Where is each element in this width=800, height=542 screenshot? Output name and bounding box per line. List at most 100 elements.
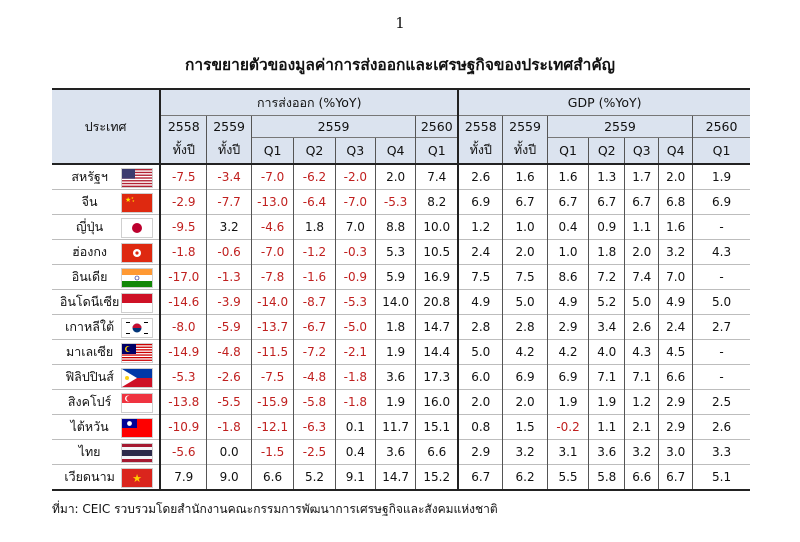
gdp-value-cell: 3.2 (502, 439, 548, 465)
gdp-year-2560: 2560 (692, 115, 750, 138)
country-name: จีน (81, 194, 98, 209)
gdp-value-cell: 5.0 (457, 339, 503, 365)
gdp-value-cell: 3.2 (624, 439, 659, 465)
gdp-value-cell: 1.1 (624, 214, 659, 240)
gdp-value-cell: 1.6 (546, 163, 589, 190)
exports-value-cell: -8.7 (293, 289, 336, 315)
exports-value-cell: -5.3 (160, 364, 207, 390)
exports-value-cell: -7.2 (293, 339, 336, 365)
exports-value-cell: -2.0 (334, 163, 376, 190)
gdp-value-cell: 6.7 (457, 464, 503, 490)
gdp-value-cell: 0.9 (588, 214, 625, 240)
gdp-value-cell: 5.0 (502, 289, 548, 315)
exports-value-cell: 8.2 (415, 189, 459, 215)
exports-value-cell: -13.7 (250, 314, 294, 340)
country-name: ไทย (78, 444, 101, 459)
gdp-value-cell: 7.5 (457, 264, 503, 290)
country-cell: สหรัฐฯ (52, 163, 162, 190)
country-cell: ไต้หวัน (52, 414, 162, 440)
gdp-value-cell: 6.7 (658, 464, 693, 490)
country-name: ฟิลิปปินส์ (65, 369, 114, 384)
gdp-value-cell: 1.0 (546, 239, 589, 265)
country-cell: เกาหลีใต้ (52, 314, 162, 340)
country-cell: อินเดีย (52, 264, 162, 290)
gdp-value-cell: 8.6 (546, 264, 589, 290)
country-name: มาเลเซีย (65, 344, 114, 359)
gdp-value-cell: 2.4 (457, 239, 503, 265)
exports-year-2560: 2560 (415, 115, 459, 138)
gdp-value-cell: 4.5 (658, 339, 693, 365)
gdp-value-cell: 6.9 (692, 189, 750, 215)
gdp-value-cell: 7.1 (588, 364, 625, 390)
gdp-value-cell: 4.9 (546, 289, 589, 315)
exports-q3-2559: Q3 (334, 137, 376, 164)
exports-value-cell: 6.6 (415, 439, 459, 465)
gdp-value-cell: 4.3 (692, 239, 750, 265)
gdp-value-cell: 5.0 (624, 289, 659, 315)
gdp-value-cell: 0.8 (457, 414, 503, 440)
gdp-q3-2559: Q3 (624, 137, 659, 164)
exports-value-cell: -8.0 (160, 314, 207, 340)
gdp-value-cell: 4.9 (457, 289, 503, 315)
exports-full-year-2559: ทั้งปี (206, 137, 252, 164)
exports-value-cell: -9.5 (160, 214, 207, 240)
exports-value-cell: -4.8 (293, 364, 336, 390)
exports-value-cell: -14.9 (160, 339, 207, 365)
china-flag: ★ ★ ★ (121, 193, 152, 212)
exports-value-cell: -12.1 (250, 414, 294, 440)
gdp-value-cell: 2.1 (624, 414, 659, 440)
exports-value-cell: -4.8 (206, 339, 252, 365)
exports-value-cell: -7.7 (206, 189, 252, 215)
gdp-group-header: GDP (%YoY) (457, 89, 750, 116)
gdp-value-cell: 2.9 (658, 414, 693, 440)
country-name: อินเดีย (71, 269, 108, 284)
gdp-value-cell: 2.9 (658, 389, 693, 415)
table-row: อินเดีย -17.0 -1.3 -7.8 -1.6 -0.9 5.9 16.9 7.5 7.… (52, 264, 750, 290)
india-flag (121, 268, 152, 287)
gdp-value-cell: 6.7 (588, 189, 625, 215)
exports-value-cell: 14.7 (374, 464, 416, 490)
exports-q2-2559: Q2 (293, 137, 336, 164)
exports-value-cell: 15.2 (415, 464, 459, 490)
gdp-value-cell: 3.1 (546, 439, 589, 465)
exports-value-cell: -1.8 (334, 364, 376, 390)
exports-value-cell: -3.9 (206, 289, 252, 315)
gdp-value-cell: 5.0 (692, 289, 750, 315)
exports-value-cell: -14.0 (250, 289, 294, 315)
gdp-value-cell: 1.1 (588, 414, 625, 440)
gdp-value-cell: 3.4 (588, 314, 625, 340)
exports-value-cell: -2.5 (293, 439, 336, 465)
exports-value-cell: -5.3 (334, 289, 376, 315)
exports-value-cell: 14.7 (415, 314, 459, 340)
gdp-value-cell: 6.7 (546, 189, 589, 215)
gdp-value-cell: 1.5 (502, 414, 548, 440)
gdp-value-cell: 1.6 (502, 163, 548, 190)
exports-value-cell: -5.6 (160, 439, 207, 465)
exports-value-cell: -7.0 (250, 239, 294, 265)
gdp-value-cell: 7.4 (624, 264, 659, 290)
svg-text:★: ★ (125, 196, 131, 204)
exports-q1-2559: Q1 (250, 137, 294, 164)
exports-quarters-year-2559: 2559 (250, 115, 416, 138)
exports-value-cell: -1.8 (206, 414, 252, 440)
exports-value-cell: 14.4 (415, 339, 459, 365)
gdp-value-cell: 6.2 (502, 464, 548, 490)
gdp-value-cell: 5.1 (692, 464, 750, 490)
gdp-value-cell: 4.0 (588, 339, 625, 365)
gdp-value-cell: 3.0 (658, 439, 693, 465)
gdp-value-cell: 7.0 (658, 264, 693, 290)
gdp-value-cell: 1.6 (658, 214, 693, 240)
exports-value-cell: -7.5 (160, 163, 207, 190)
gdp-value-cell: 5.2 (588, 289, 625, 315)
gdp-value-cell: 7.5 (502, 264, 548, 290)
svg-text:★: ★ (132, 472, 142, 485)
exports-value-cell: 5.3 (374, 239, 416, 265)
gdp-value-cell: - (692, 214, 750, 240)
data-table: ประเทศ การส่งออก (%YoY) GDP (%YoY) 2558 … (52, 88, 750, 491)
exports-value-cell: 0.0 (206, 439, 252, 465)
gdp-value-cell: 4.2 (502, 339, 548, 365)
table-row: สิงคโปร์ -13.8 -5.5 -15.9 -5.8 -1.8 1.9 16.0 2.0… (52, 389, 750, 415)
exports-value-cell: -7.8 (250, 264, 294, 290)
exports-value-cell: -4.6 (250, 214, 294, 240)
table-row: เกาหลีใต้ -8.0 -5.9 -13.7 -6.7 -5.0 1.8 14.7 2.8… (52, 314, 750, 340)
